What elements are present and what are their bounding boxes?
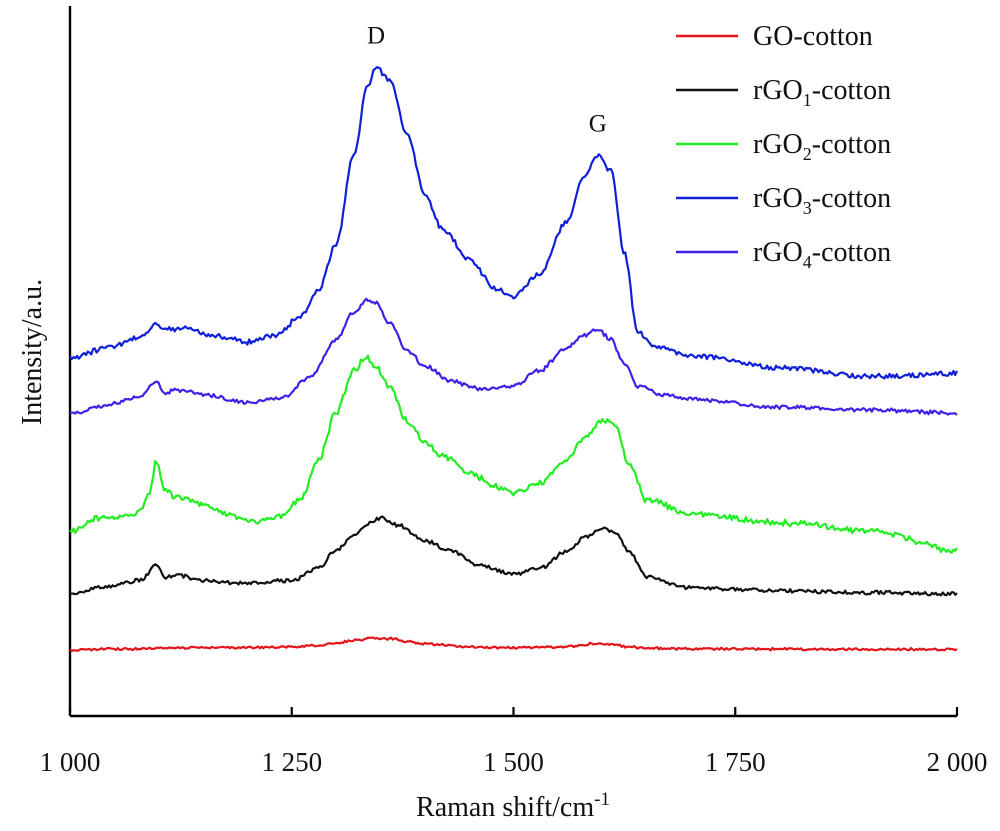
legend-label: rGO3-cotton (753, 183, 891, 218)
peak-annotations: DG (367, 22, 607, 137)
x-tick-label-1500: 1 500 (483, 747, 544, 777)
x-tick-label-1000: 1 000 (40, 747, 101, 777)
x-axis-ticks: 1 000 1 250 1 500 1 750 2 000 (40, 707, 988, 777)
legend-label: rGO1-cotton (753, 75, 891, 110)
x-tick-label-1750: 1 750 (705, 747, 766, 777)
x-axis-title: Raman shift/cm-1 (416, 789, 610, 823)
legend-item-go-cotton: GO-cotton (676, 21, 873, 52)
series-line-rgo3-cotton (69, 66, 958, 380)
legend-item-rgo2-cotton: rGO2-cotton (676, 129, 891, 164)
legend-label: rGO2-cotton (753, 129, 891, 164)
peak-label-d: D (367, 22, 385, 49)
x-tick-label-2000: 2 000 (927, 747, 988, 777)
series-line-rgo1-cotton (70, 515, 958, 597)
legend-item-rgo3-cotton: rGO3-cotton (676, 183, 891, 218)
series-line-rgo2-cotton (69, 354, 958, 554)
series-line-rgo4-cotton (69, 297, 958, 416)
series-line-go-cotton (69, 636, 958, 653)
y-axis-title: Intensity/a.u. (17, 279, 48, 425)
peak-label-g: G (589, 111, 607, 138)
legend-label: rGO4-cotton (753, 237, 891, 272)
legend-item-rgo1-cotton: rGO1-cotton (676, 75, 891, 110)
axes (68, 6, 957, 718)
spectrum-series (69, 66, 958, 653)
x-tick-label-1250: 1 250 (261, 747, 322, 777)
legend: GO-cotton rGO1-cotton rGO2-cotton rGO3-cott… (676, 21, 891, 272)
legend-label: GO-cotton (753, 21, 873, 52)
legend-item-rgo4-cotton: rGO4-cotton (676, 237, 891, 272)
